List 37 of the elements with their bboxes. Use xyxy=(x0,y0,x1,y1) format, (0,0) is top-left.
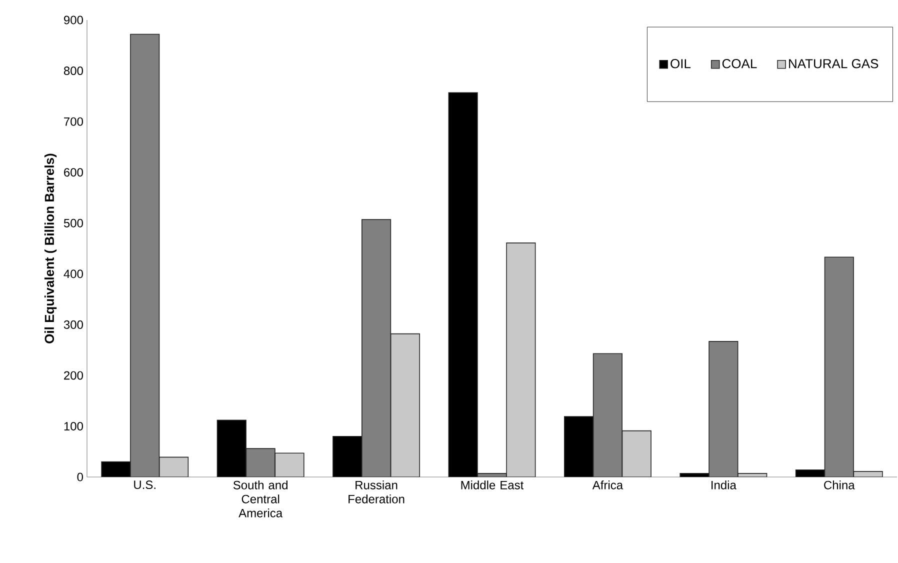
bar xyxy=(158,456,189,477)
bar xyxy=(361,219,392,477)
y-tick-label: 800 xyxy=(64,66,83,76)
y-tick-label: 100 xyxy=(64,422,83,430)
bar xyxy=(274,452,304,477)
y-tick-label: 400 xyxy=(64,270,83,278)
x-tick-label: Africa xyxy=(592,480,624,490)
y-tick-label: 600 xyxy=(64,168,83,177)
y-tick-label: 200 xyxy=(64,371,83,380)
y-axis-title: Oil Equivalent ( Billion Barrels) xyxy=(44,154,57,344)
x-tick-label: India xyxy=(712,480,736,490)
x-tick-label: South and Central America xyxy=(233,480,288,518)
y-tick-label: 900 xyxy=(64,16,83,24)
bar xyxy=(101,461,131,477)
bar xyxy=(824,256,854,477)
bar xyxy=(390,333,420,477)
bar xyxy=(564,416,594,477)
bar xyxy=(622,430,652,477)
y-tick-label: 0 xyxy=(77,472,84,482)
bar xyxy=(708,341,738,477)
bar xyxy=(506,242,536,477)
x-tick-label: Russian Federation xyxy=(348,480,404,504)
bar xyxy=(246,448,276,477)
bar xyxy=(448,92,478,477)
bar xyxy=(592,353,623,477)
bar xyxy=(332,436,362,477)
legend-label: COAL xyxy=(722,59,757,68)
bar xyxy=(130,34,160,477)
x-tick-label: Middle East xyxy=(461,480,524,490)
legend-label: OIL xyxy=(670,59,691,68)
y-tick-label: 500 xyxy=(64,218,83,228)
x-tick-label: China xyxy=(824,480,855,490)
x-tick-label: U.S. xyxy=(134,480,156,490)
bar xyxy=(216,420,246,477)
legend-label: NATURAL GAS xyxy=(789,59,878,68)
y-tick-label: 300 xyxy=(64,320,83,329)
y-tick-label: 700 xyxy=(64,117,83,126)
